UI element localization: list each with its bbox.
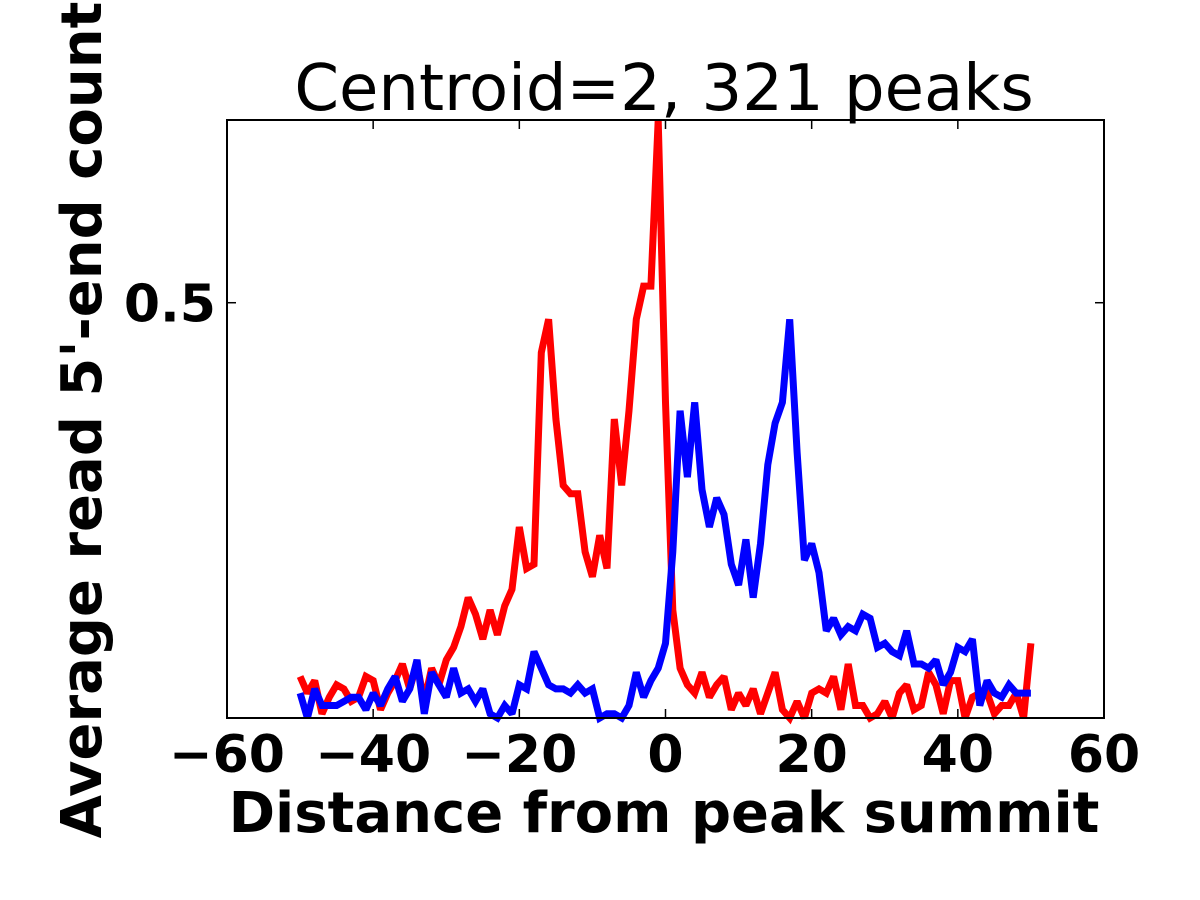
x-tick-label: −60 — [169, 725, 285, 785]
chart-title: Centroid=2, 321 peaks — [294, 52, 1033, 126]
x-tick-label: 40 — [922, 725, 994, 785]
series-line-2 — [296, 318, 1031, 724]
x-tick-label: −40 — [315, 725, 431, 785]
y-tick-label: 0.5 — [124, 275, 216, 335]
x-axis-label: Distance from peak summit — [229, 781, 1100, 846]
tick-layer: −60 −40 −20 0 20 40 60 0.5 — [124, 120, 1140, 785]
x-tick-label: 60 — [1068, 725, 1140, 785]
series-layer — [296, 119, 1035, 725]
x-tick-label: 20 — [775, 725, 847, 785]
y-axis-label: Average read 5'-end count — [50, 2, 115, 839]
x-tick-label: −20 — [461, 725, 577, 785]
x-tick-label: 0 — [647, 725, 683, 785]
